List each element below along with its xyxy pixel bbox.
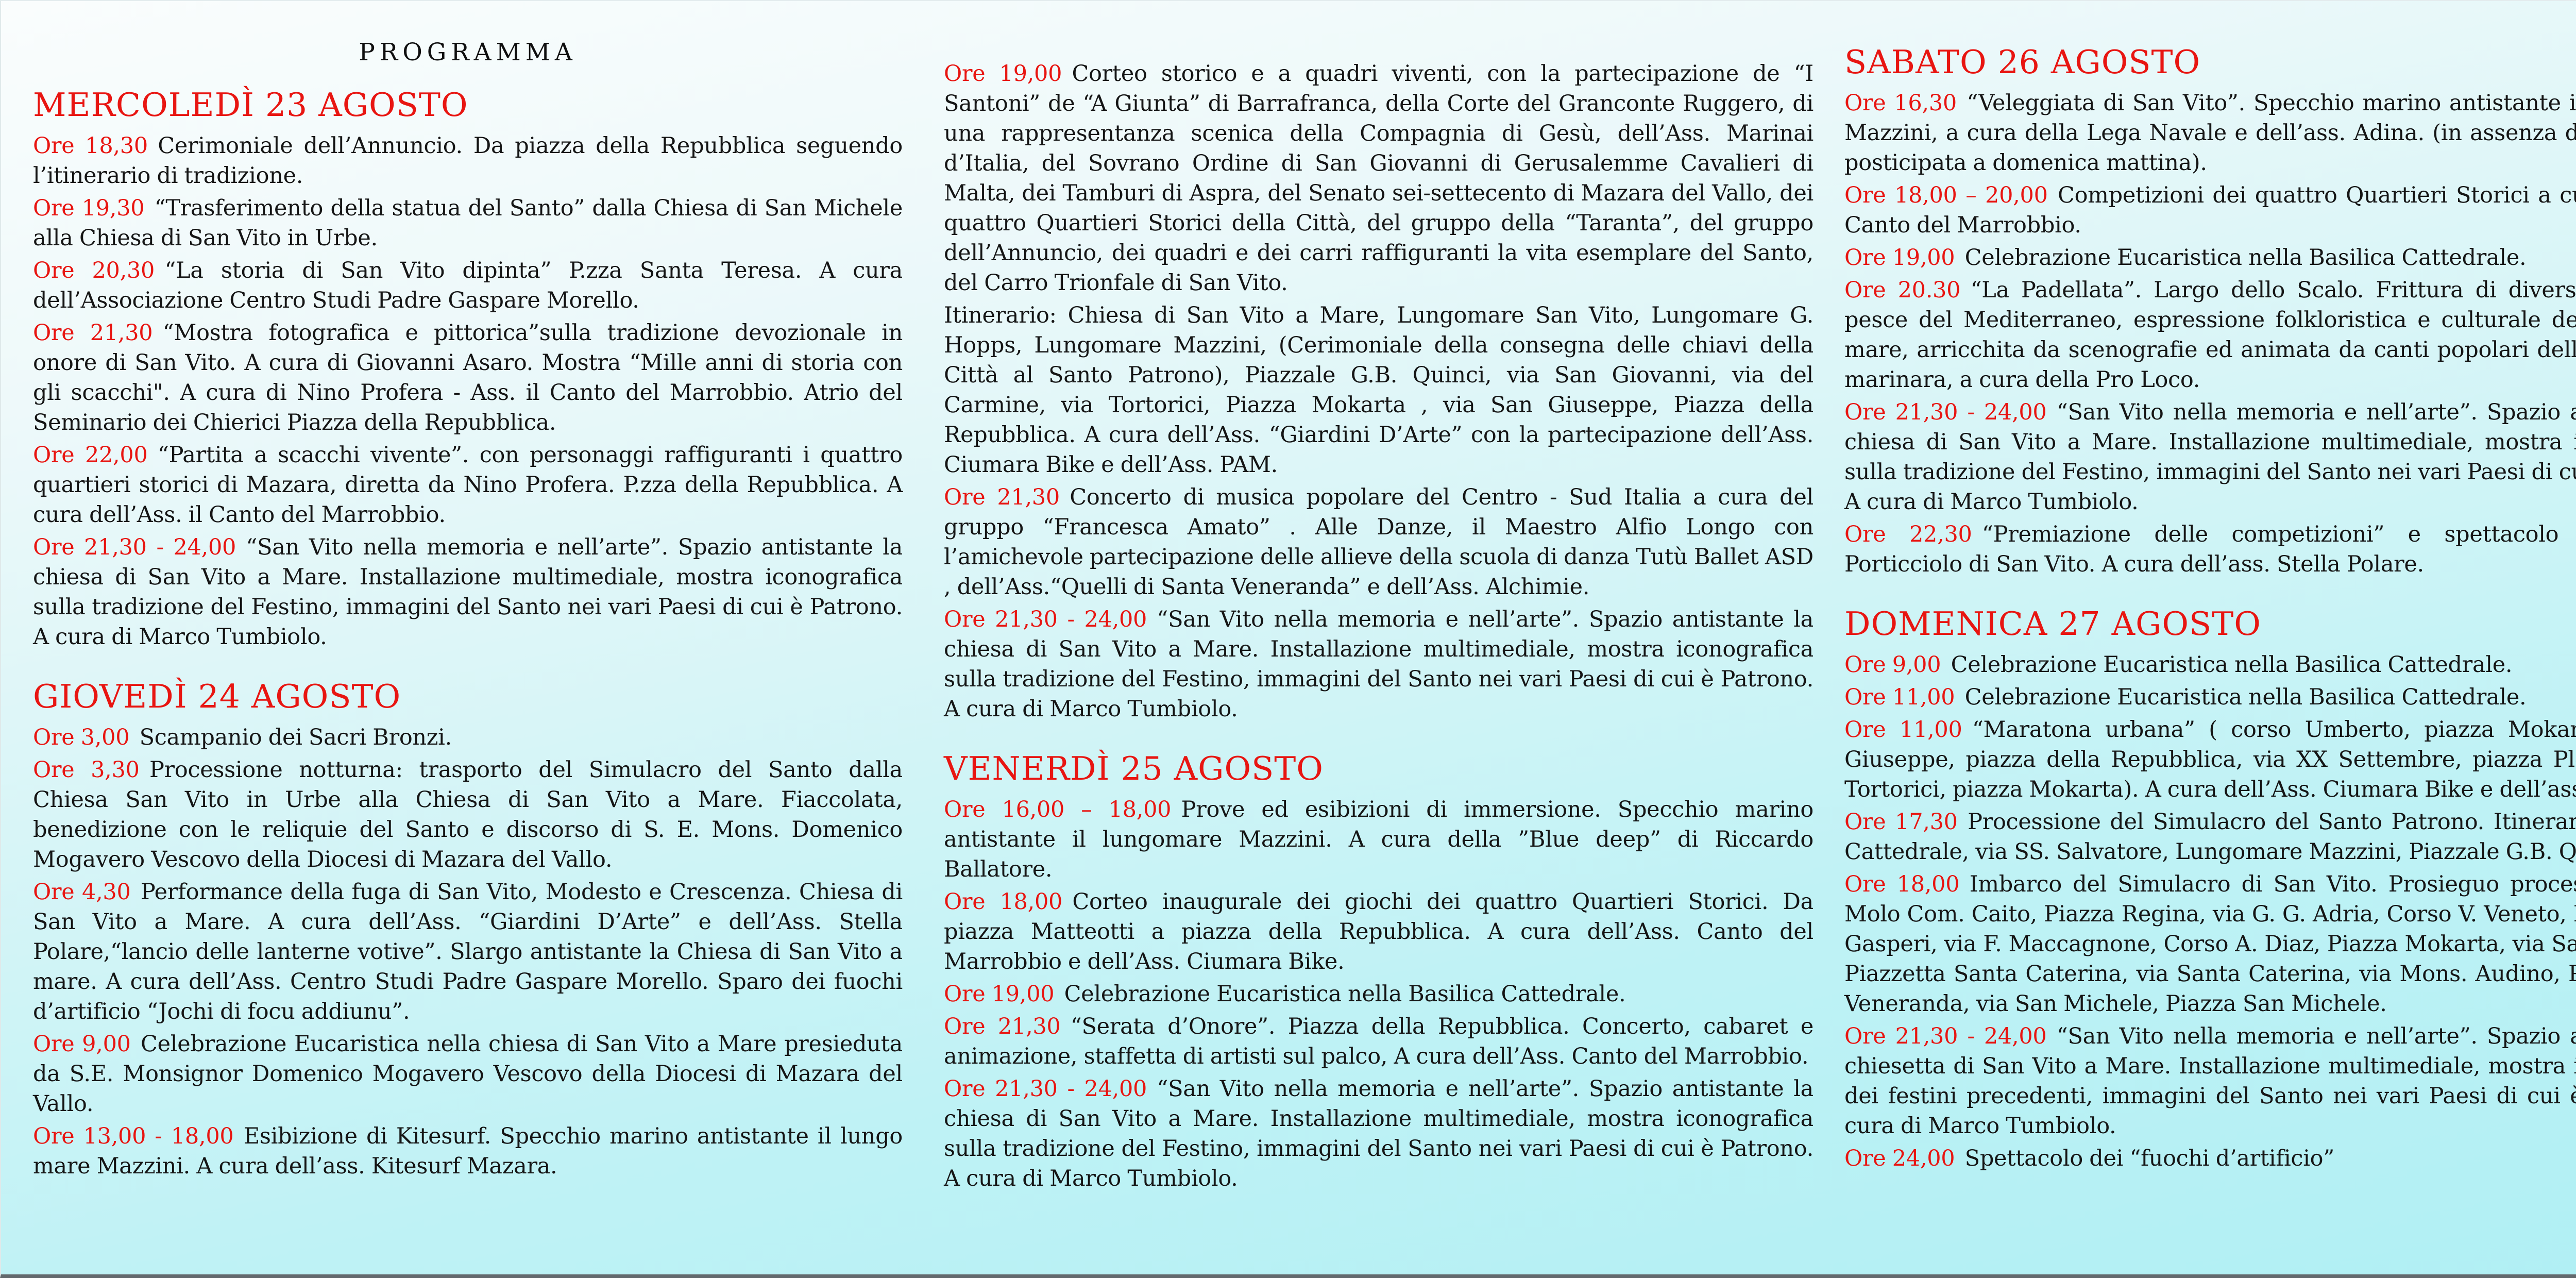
event-entry: Ore 21,30 “Serata d’Onore”. Piazza della … <box>944 1013 1814 1069</box>
event-entry: Ore 3,30 Processione notturna: trasporto … <box>33 756 903 872</box>
event-entry: Ore 11,00 “Maratona urbana” ( corso Umber… <box>1844 716 2576 802</box>
event-entry: Ore 17,30 Processione del Simulacro del S… <box>1844 809 2576 865</box>
event-time: Ore 18,30 <box>33 132 148 159</box>
event-entry: Ore 21,30 - 24,00 “San Vito nella memoria… <box>33 534 903 650</box>
event-time: Ore 21,30 <box>33 320 153 346</box>
column-middle: Ore 19,00 Corteo storico e a quadri viven… <box>944 1 1814 1274</box>
event-entry: Ore 18,00 – 20,00 Competizioni dei quattr… <box>1844 182 2576 238</box>
event-time: Ore 21,30 <box>944 1013 1061 1039</box>
event-time: Ore 21,30 - 24,00 <box>1844 399 2047 425</box>
day-header: VENERDÌ 25 AGOSTO <box>944 750 1324 787</box>
event-time: Ore 22,00 <box>33 442 148 468</box>
event-entry: Ore 24,00 Spettacolo dei “fuochi d’artifi… <box>1844 1145 2334 1171</box>
day-header: GIOVEDÌ 24 AGOSTO <box>33 677 401 715</box>
event-entry: Ore 21,30 - 24,00 “San Vito nella memoria… <box>944 1075 1814 1191</box>
event-time: Ore 13,00 - 18,00 <box>33 1123 234 1149</box>
event-time: Ore 21,30 - 24,00 <box>944 607 1147 632</box>
event-time: Ore 20,30 <box>33 257 155 283</box>
event-time: Ore 4,30 <box>33 879 131 905</box>
event-entry: Ore 3,00 Scampanio dei Sacri Bronzi. <box>33 724 452 750</box>
event-time: Ore 11,00 <box>1844 684 1955 710</box>
event-time: Ore 20.30 <box>1844 277 1961 303</box>
event-entry: Ore 19,00 Corteo storico e a quadri viven… <box>944 61 1814 296</box>
event-entry: Ore 22,30 “Premiazione delle competizioni… <box>1844 521 2576 577</box>
event-time: Ore 9,00 <box>1844 651 1941 678</box>
event-time: Ore 3,00 <box>33 724 130 750</box>
day-header: MERCOLEDÌ 23 AGOSTO <box>33 86 468 124</box>
event-time: Ore 18,00 <box>1844 871 1960 897</box>
event-entry: Ore 21,30 Concerto di musica popolare del… <box>944 484 1814 600</box>
event-entry: Ore 21,30 - 24,00 “San Vito nella memoria… <box>1844 399 2576 515</box>
event-entry: Ore 9,00 Celebrazione Eucaristica nella B… <box>1844 651 2513 678</box>
event-time: Ore 3,30 <box>33 756 140 783</box>
event-time: Ore 18,00 <box>944 888 1063 915</box>
event-entry: Ore 21,30 “Mostra fotografica e pittorica… <box>33 320 903 435</box>
event-time: Ore 21,30 - 24,00 <box>944 1075 1147 1102</box>
page-title: PROGRAMMA <box>359 38 577 66</box>
event-time: Ore 19,00 <box>944 61 1062 87</box>
event-entry: Ore 18,00 Corteo inaugurale dei giochi de… <box>944 888 1814 974</box>
event-time: Ore 19,00 <box>944 981 1055 1007</box>
event-time: Ore 24,00 <box>1844 1145 1955 1171</box>
day-header: SABATO 26 AGOSTO <box>1844 43 2201 81</box>
event-time: Ore 11,00 <box>1844 716 1962 743</box>
event-entry: Ore 11,00 Celebrazione Eucaristica nella … <box>1844 684 2527 710</box>
event-time: Ore 21,30 - 24,00 <box>33 534 236 560</box>
event-entry: Ore 18,00 Imbarco del Simulacro di San Vi… <box>1844 871 2576 1017</box>
event-entry: Ore 4,30 Performance della fuga di San Vi… <box>33 879 903 1024</box>
event-time: Ore 16,00 – 18,00 <box>944 796 1172 822</box>
event-entry: Ore 16,30 “Veleggiata di San Vito”. Specc… <box>1844 90 2576 176</box>
day-header: DOMENICA 27 AGOSTO <box>1844 604 2261 643</box>
event-entry: Ore 21,30 - 24,00 “San Vito nella memoria… <box>944 607 1814 722</box>
event-entry: Ore 19,30 “Trasferimento della statua del… <box>33 195 903 251</box>
event-time: Ore 16,30 <box>1844 90 1957 116</box>
event-entry: Ore 21,30 - 24,00 “San Vito nella memoria… <box>1844 1023 2576 1139</box>
event-paragraph: Itinerario: Chiesa di San Vito a Mare, L… <box>944 302 1814 478</box>
event-entry: Ore 20,30 “La storia di San Vito dipinta”… <box>33 257 903 313</box>
event-time: Ore 22,30 <box>1844 521 1972 547</box>
event-time: Ore 17,30 <box>1844 809 1958 835</box>
event-entry: Ore 19,00 Celebrazione Eucaristica nella … <box>1844 244 2527 271</box>
event-entry: Ore 19,00 Celebrazione Eucaristica nella … <box>944 981 1626 1007</box>
event-entry: Ore 18,30 Cerimoniale dell’Annuncio. Da p… <box>33 132 903 189</box>
event-entry: Ore 22,00 “Partita a scacchi vivente”. co… <box>33 442 903 528</box>
event-entry: Ore 13,00 - 18,00 Esibizione di Kitesurf.… <box>33 1123 903 1179</box>
column-left: PROGRAMMA MERCOLEDÌ 23 AGOSTO Ore 18,30 Cer… <box>33 1 903 1274</box>
event-entry: Ore 16,00 – 18,00 Prove ed esibizioni di … <box>944 796 1814 882</box>
event-time: Ore 19,30 <box>33 195 145 221</box>
column-right: SABATO 26 AGOSTO Ore 16,30 “Veleggiata di … <box>1844 1 2576 1274</box>
event-time: Ore 9,00 <box>33 1031 131 1057</box>
event-entry: Ore 20.30 “La Padellata”. Largo dello Sca… <box>1844 277 2576 393</box>
event-time: Ore 21,30 <box>944 484 1060 510</box>
event-time: Ore 21,30 - 24,00 <box>1844 1023 2047 1049</box>
event-time: Ore 19,00 <box>1844 244 1955 271</box>
event-entry: Ore 9,00 Celebrazione Eucaristica nella c… <box>33 1031 903 1117</box>
event-time: Ore 18,00 – 20,00 <box>1844 182 2048 208</box>
